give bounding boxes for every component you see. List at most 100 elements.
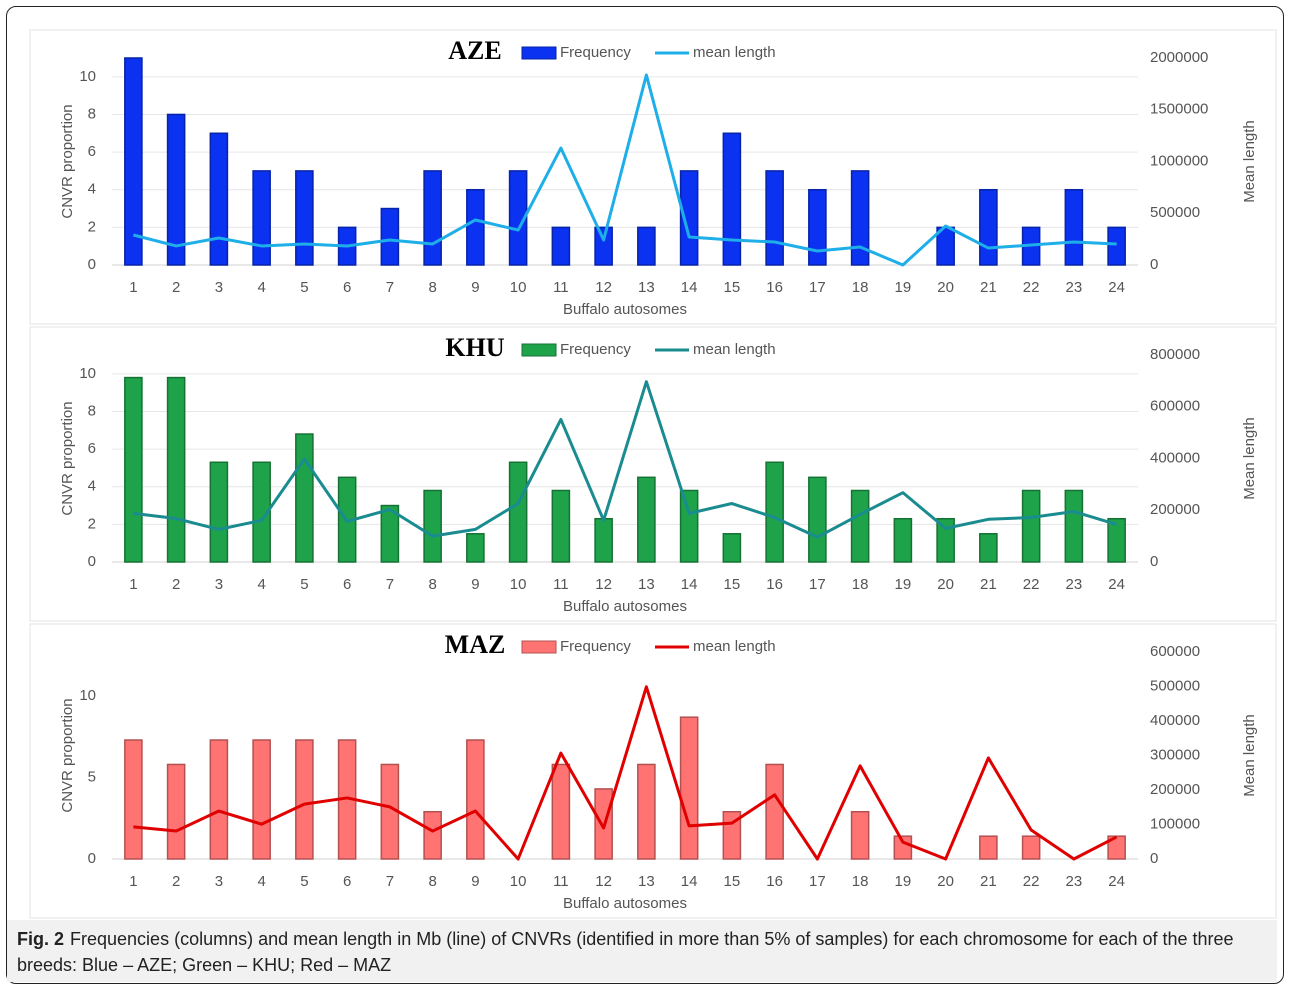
x-tick-label: 13: [638, 873, 655, 890]
bar: [209, 739, 229, 860]
x-tick-label: 12: [595, 873, 612, 890]
bar: [765, 461, 784, 563]
bar: [295, 739, 314, 860]
bar: [1107, 226, 1126, 266]
x-tick-label: 17: [809, 279, 826, 296]
bar: [679, 489, 699, 563]
y-tick-label: 2: [88, 218, 96, 235]
x-tick-label: 12: [595, 279, 612, 296]
x-tick-label: 22: [1023, 873, 1040, 890]
bar: [936, 517, 955, 563]
x-tick-label: 14: [681, 873, 698, 890]
x-tick-label: 2: [172, 873, 180, 890]
y2-tick-label: 800000: [1150, 346, 1200, 363]
x-tick-label: 13: [638, 279, 655, 296]
x-tick-label: 21: [980, 279, 997, 296]
legend-label: mean length: [693, 44, 776, 61]
x-tick-label: 8: [428, 873, 436, 890]
x-tick-label: 18: [852, 873, 869, 890]
bar: [808, 188, 827, 266]
bar: [166, 113, 186, 266]
x-tick-label: 23: [1066, 873, 1083, 890]
bar: [508, 170, 528, 266]
y2-tick-label: 1500000: [1150, 101, 1208, 118]
y-tick-label: 0: [88, 553, 96, 570]
bar: [979, 188, 998, 266]
x-tick-label: 15: [724, 279, 741, 296]
bar: [380, 504, 400, 563]
x-tick-label: 18: [852, 576, 869, 593]
x-tick-label: 9: [471, 873, 479, 890]
chart-title: KHU: [445, 333, 504, 362]
x-tick-label: 8: [428, 279, 436, 296]
x-tick-label: 16: [766, 873, 783, 890]
y-tick-label: 10: [79, 365, 96, 382]
panel: [29, 29, 1277, 325]
x-tick-label: 16: [766, 576, 783, 593]
x-tick-label: 24: [1108, 576, 1125, 593]
x-tick-label: 7: [386, 576, 394, 593]
y2-tick-label: 300000: [1150, 746, 1200, 763]
y-tick-label: 10: [79, 687, 96, 704]
x-tick-label: 5: [300, 576, 308, 593]
bar: [850, 810, 870, 860]
x-tick-label: 7: [386, 279, 394, 296]
bar: [850, 170, 870, 266]
y2-tick-label: 0: [1150, 850, 1158, 867]
legend-label: Frequency: [560, 638, 631, 655]
bar: [466, 188, 485, 266]
bar: [551, 763, 571, 860]
bar: [594, 226, 613, 266]
y2-tick-label: 400000: [1150, 449, 1200, 466]
x-tick-label: 21: [980, 576, 997, 593]
bar: [765, 170, 784, 266]
x-axis-label: Buffalo autosomes: [563, 895, 687, 912]
y2-tick-label: 200000: [1150, 501, 1200, 518]
y-tick-label: 4: [88, 478, 96, 495]
bar: [637, 226, 656, 266]
legend-label: mean length: [693, 638, 776, 655]
bar: [124, 376, 143, 563]
bar: [166, 376, 186, 563]
x-tick-label: 4: [257, 576, 265, 593]
bar: [252, 739, 271, 860]
bar: [380, 207, 400, 266]
y2-tick-label: 500000: [1150, 677, 1200, 694]
bar: [1107, 835, 1126, 860]
x-tick-label: 6: [343, 873, 351, 890]
x-tick-label: 20: [937, 279, 954, 296]
legend-label: mean length: [693, 341, 776, 358]
x-tick-label: 18: [852, 279, 869, 296]
y-tick-label: 6: [88, 440, 96, 457]
bar: [1107, 517, 1126, 563]
y2-tick-label: 200000: [1150, 781, 1200, 798]
y-tick-label: 5: [88, 768, 96, 785]
line: [133, 73, 1117, 267]
y-tick-label: 0: [88, 850, 96, 867]
y-tick-label: 10: [79, 68, 96, 85]
bar: [1021, 489, 1041, 563]
bar: [295, 433, 314, 563]
bar: [979, 835, 998, 860]
line: [133, 380, 1118, 539]
x-tick-label: 6: [343, 576, 351, 593]
y2-tick-label: 1000000: [1150, 152, 1208, 169]
y2-axis-label: Mean length: [1241, 417, 1258, 500]
x-tick-label: 4: [257, 873, 265, 890]
bar: [722, 533, 742, 563]
bar: [423, 810, 442, 860]
bar: [637, 476, 656, 563]
bar: [166, 763, 186, 860]
x-tick-label: 19: [895, 279, 912, 296]
x-axis-label: Buffalo autosomes: [563, 301, 687, 318]
y-tick-label: 2: [88, 515, 96, 532]
y-tick-label: 8: [88, 105, 96, 122]
x-tick-label: 1: [129, 873, 137, 890]
caption: Fig. 2 Frequencies (columns) and mean len…: [7, 920, 1277, 982]
caption-label: Fig. 2: [17, 929, 65, 949]
y-tick-label: 0: [88, 256, 96, 273]
x-tick-label: 12: [595, 576, 612, 593]
x-tick-label: 15: [724, 873, 741, 890]
bar: [1064, 489, 1084, 563]
x-tick-label: 5: [300, 279, 308, 296]
